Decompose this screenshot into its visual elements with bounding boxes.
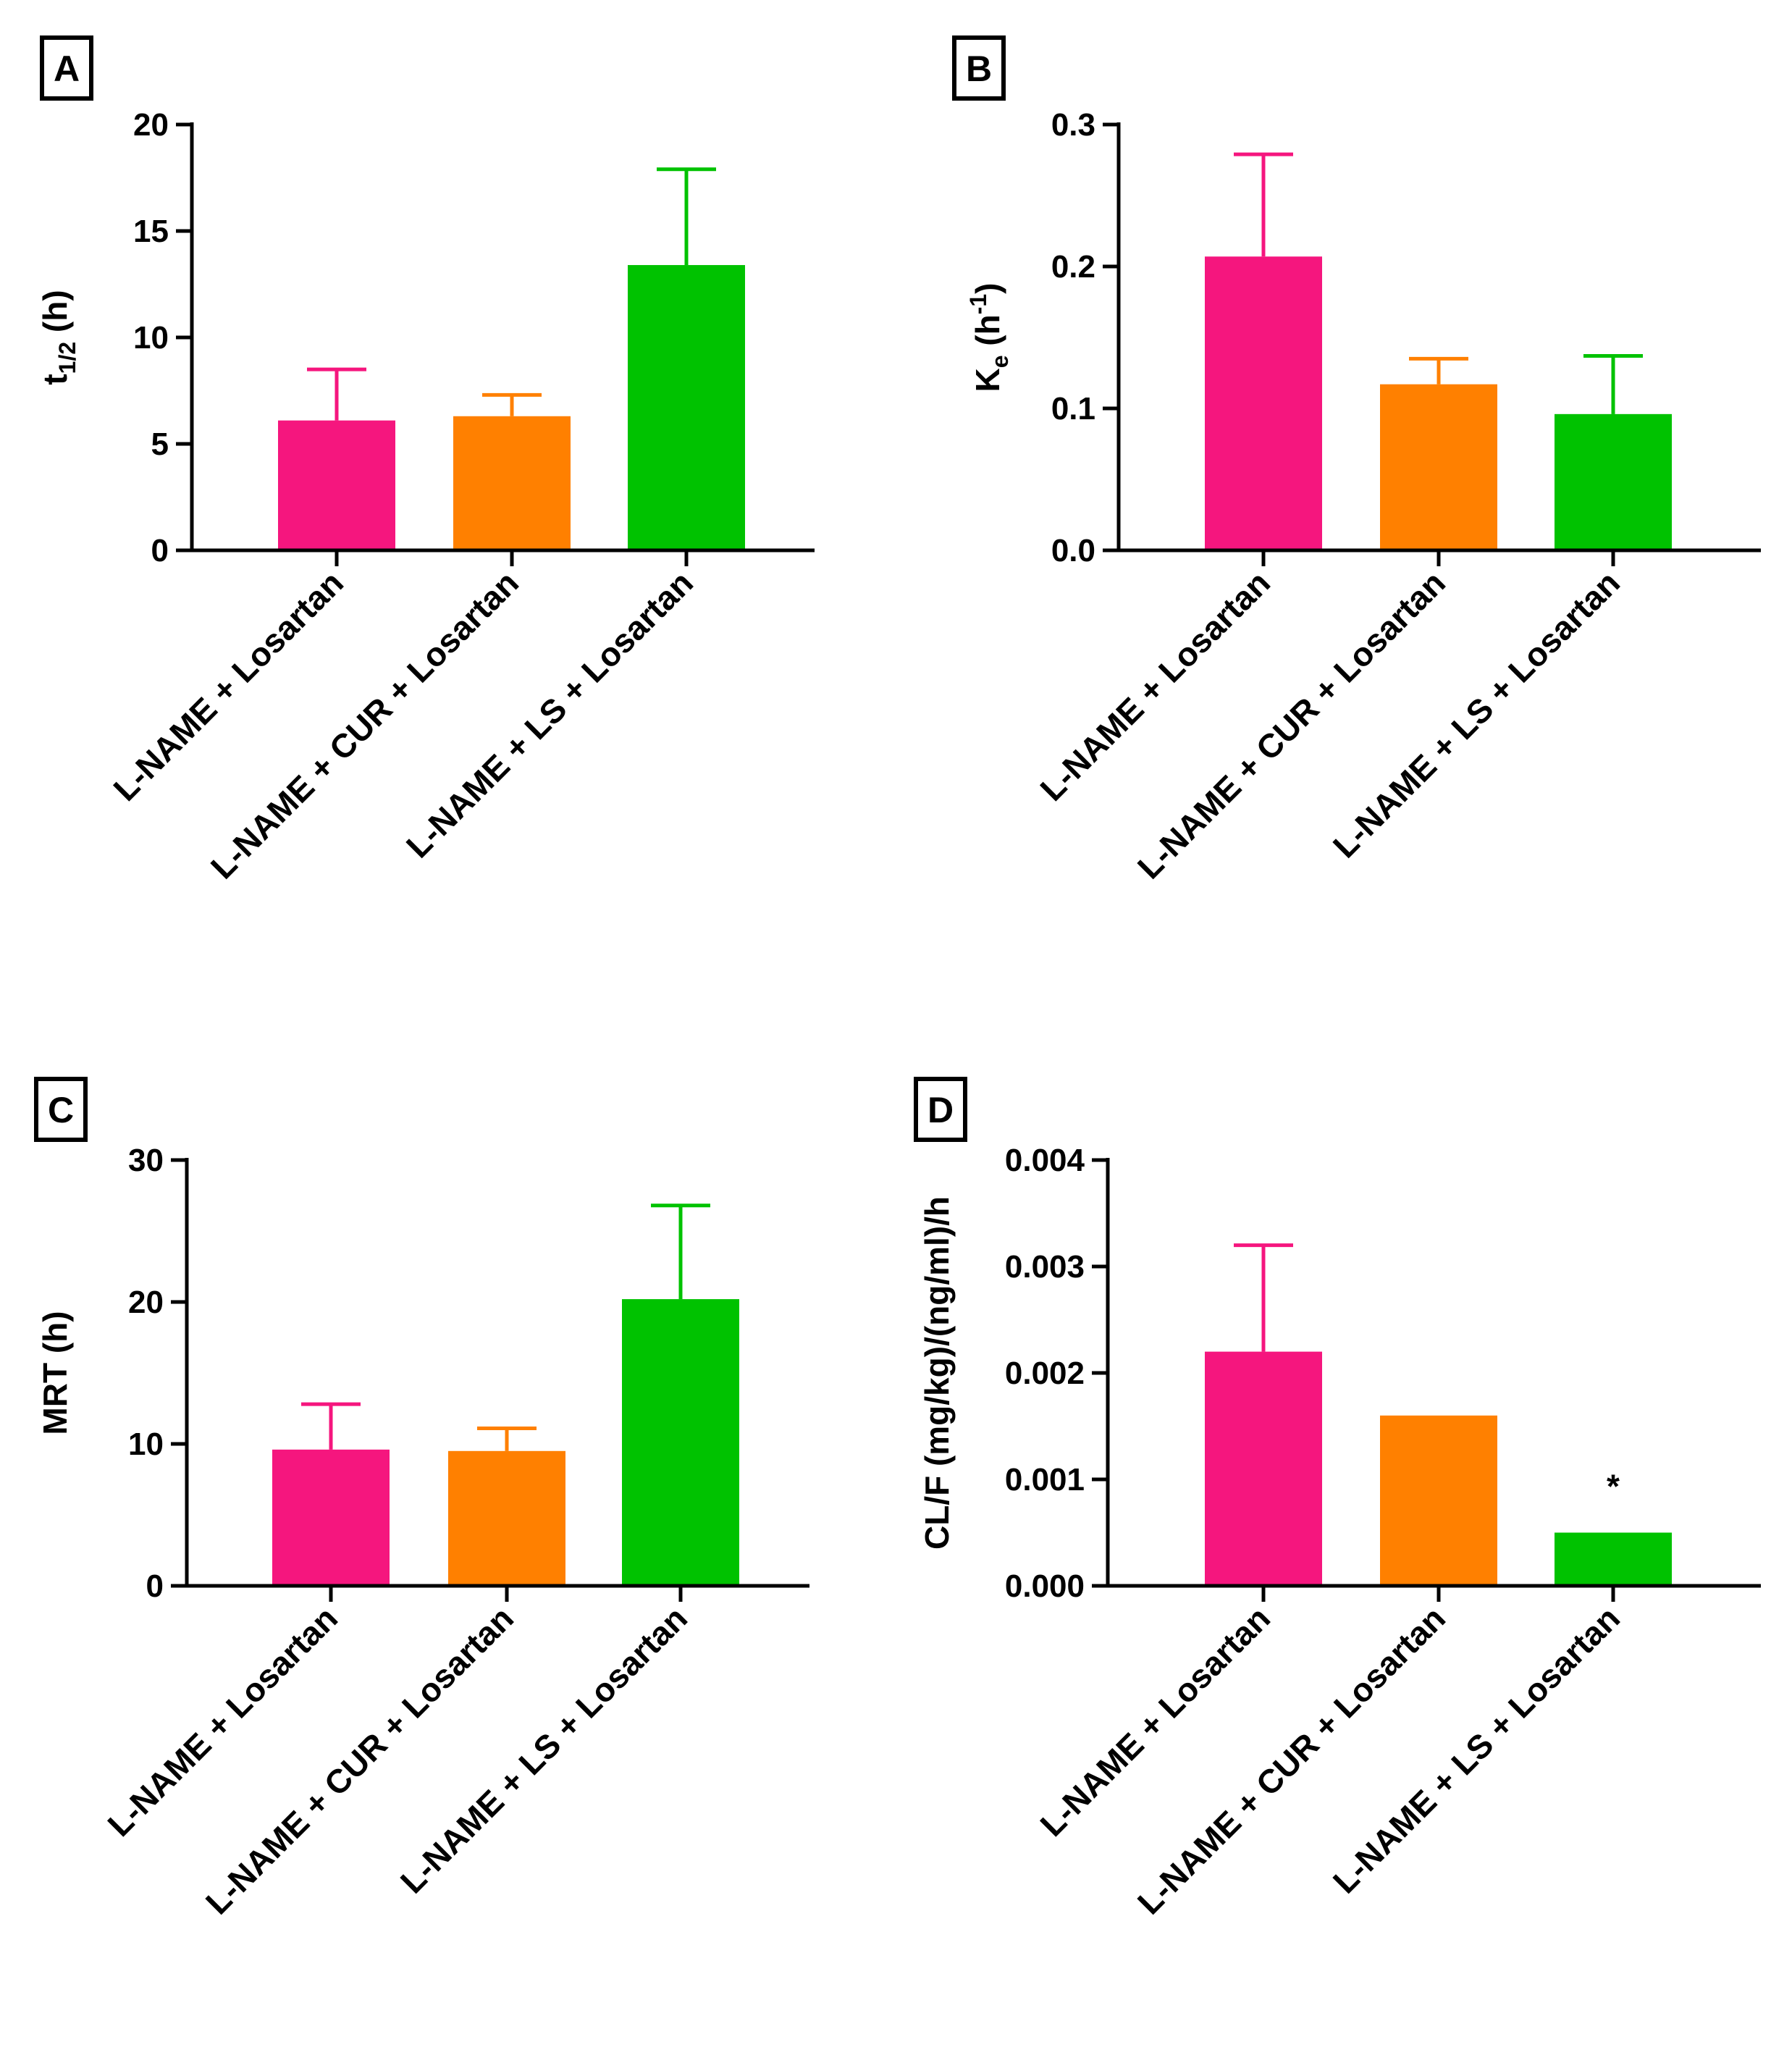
y-tick-label: 0 bbox=[146, 1568, 164, 1604]
y-axis-title-part: ) bbox=[969, 282, 1006, 293]
panel-label: D bbox=[927, 1090, 954, 1130]
x-category-label: L-NAME + LS + Losartan bbox=[393, 1599, 694, 1900]
x-category-label: L-NAME + LS + Losartan bbox=[1326, 1599, 1627, 1900]
y-axis-title-part: MRT (h) bbox=[36, 1311, 74, 1434]
bar bbox=[1205, 256, 1322, 550]
bar bbox=[272, 1449, 390, 1586]
y-axis-title-part: 1/2 bbox=[54, 342, 80, 374]
y-axis-title-part: K bbox=[969, 368, 1006, 392]
y-tick-label: 0.3 bbox=[1051, 107, 1095, 143]
x-category-label: L-NAME + CUR + Losartan bbox=[203, 563, 526, 886]
y-axis-title-part: -1 bbox=[965, 294, 991, 314]
y-axis-title: MRT (h) bbox=[36, 1311, 74, 1434]
y-tick-label: 20 bbox=[128, 1285, 164, 1320]
panel-label: B bbox=[966, 49, 992, 89]
bar bbox=[278, 420, 395, 550]
panel-label-box bbox=[34, 1077, 88, 1142]
panel-label: A bbox=[54, 49, 80, 89]
bar bbox=[448, 1450, 565, 1586]
y-tick-label: 0 bbox=[151, 533, 169, 568]
x-category-label: L-NAME + CUR + Losartan bbox=[198, 1599, 521, 1921]
x-category-label: L-NAME + CUR + Losartan bbox=[1130, 563, 1452, 886]
y-axis-title-part: (h bbox=[969, 314, 1006, 355]
y-tick-label: 0.000 bbox=[1005, 1568, 1085, 1604]
y-tick-label: 20 bbox=[133, 107, 169, 143]
bar bbox=[1555, 1532, 1672, 1586]
y-tick-label: 10 bbox=[128, 1427, 164, 1462]
bar bbox=[453, 416, 571, 550]
y-axis-title-part: CL/F (mg/kg)/(ng/ml)/h bbox=[918, 1196, 956, 1550]
y-tick-label: 15 bbox=[133, 214, 169, 249]
panel-label-box bbox=[914, 1077, 967, 1142]
y-tick-label: 5 bbox=[151, 427, 169, 462]
panel-label-box bbox=[40, 35, 93, 101]
y-axis-title: CL/F (mg/kg)/(ng/ml)/h bbox=[918, 1196, 956, 1550]
y-tick-label: 0.2 bbox=[1051, 249, 1095, 285]
bar bbox=[1380, 384, 1497, 550]
y-tick-label: 0.003 bbox=[1005, 1249, 1085, 1285]
x-category-label: L-NAME + LS + Losartan bbox=[399, 563, 700, 865]
y-axis-title: t1/2 (h) bbox=[36, 290, 80, 385]
y-axis-title-part: t bbox=[36, 374, 74, 385]
y-tick-label: 30 bbox=[128, 1143, 164, 1178]
y-tick-label: 0.002 bbox=[1005, 1356, 1085, 1391]
panel-label-box bbox=[952, 35, 1006, 101]
bar bbox=[1205, 1351, 1322, 1586]
y-axis-title-part: e bbox=[987, 355, 1013, 368]
y-axis-title-part: (h) bbox=[36, 290, 74, 342]
y-tick-label: 0.001 bbox=[1005, 1462, 1085, 1497]
y-tick-label: 0.1 bbox=[1051, 391, 1095, 427]
y-tick-label: 0.004 bbox=[1005, 1143, 1085, 1178]
bar bbox=[628, 265, 745, 550]
bar bbox=[1555, 413, 1672, 550]
y-tick-label: 0.0 bbox=[1051, 533, 1095, 568]
significance-marker: * bbox=[1607, 1468, 1620, 1505]
y-tick-label: 10 bbox=[133, 320, 169, 356]
x-category-label: L-NAME + LS + Losartan bbox=[1326, 563, 1627, 865]
bar bbox=[1380, 1415, 1497, 1586]
bar bbox=[622, 1299, 739, 1586]
panel-label: C bbox=[48, 1090, 74, 1130]
y-axis-title: Ke (h-1) bbox=[965, 282, 1013, 392]
x-category-label: L-NAME + CUR + Losartan bbox=[1130, 1599, 1452, 1921]
